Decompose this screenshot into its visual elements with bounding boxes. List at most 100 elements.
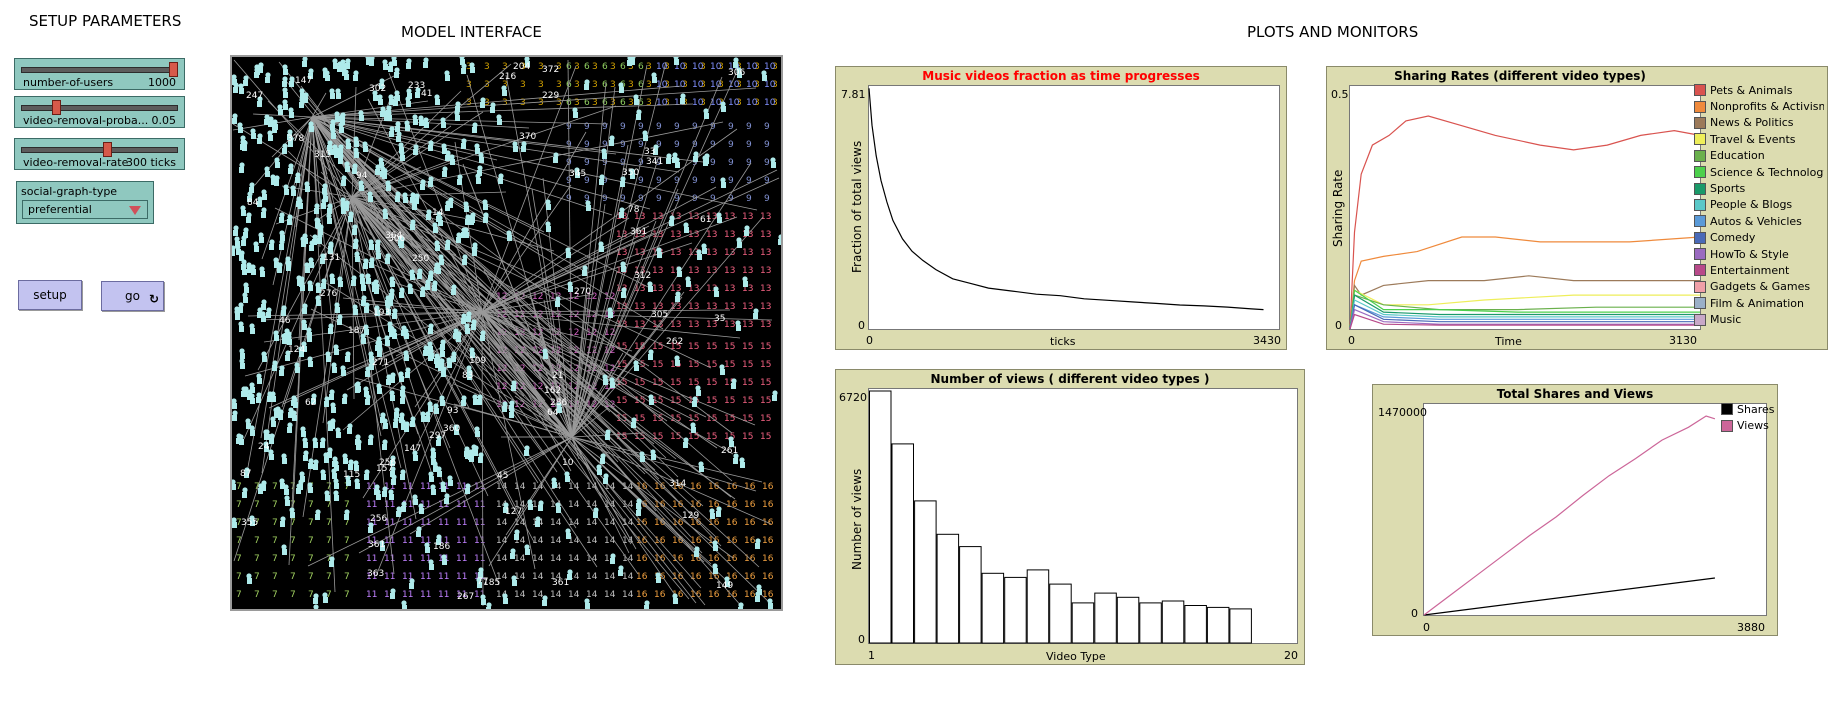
x-min-tick: 1 <box>868 649 875 662</box>
slider-number-of-users[interactable]: number-of-users 1000 <box>14 58 185 90</box>
svg-text:10: 10 <box>692 98 704 108</box>
plot-lines <box>1423 415 1716 616</box>
svg-text:12: 12 <box>568 382 579 392</box>
y-max-tick: 6720 <box>839 391 867 404</box>
svg-text:13: 13 <box>760 320 771 330</box>
svg-text:14: 14 <box>514 590 526 600</box>
svg-text:147: 147 <box>404 444 421 454</box>
legend-label: Sports <box>1710 182 1746 196</box>
legend-label: Education <box>1710 149 1765 163</box>
svg-text:3: 3 <box>628 62 634 72</box>
slider-thumb[interactable] <box>103 142 113 157</box>
svg-text:11: 11 <box>456 590 467 600</box>
legend-item: Autos & Vehicles <box>1694 213 1824 229</box>
svg-text:16: 16 <box>636 536 648 546</box>
slider-video-removal-rate[interactable]: video-removal-rate 300 ticks <box>14 138 185 170</box>
svg-text:13: 13 <box>742 248 753 258</box>
svg-text:11: 11 <box>402 536 413 546</box>
histogram-bar <box>1184 605 1207 644</box>
svg-text:16: 16 <box>762 500 774 510</box>
svg-text:14: 14 <box>550 572 562 582</box>
plot-area <box>1423 403 1767 616</box>
slider-track[interactable] <box>21 147 178 153</box>
histogram-bar <box>936 533 960 644</box>
plot-title: Sharing Rates (different video types) <box>1394 69 1646 83</box>
svg-text:13: 13 <box>670 320 681 330</box>
svg-text:361: 361 <box>630 227 647 237</box>
series-line <box>1349 115 1701 330</box>
slider-track[interactable] <box>21 105 178 111</box>
svg-text:15: 15 <box>652 414 663 424</box>
svg-text:10: 10 <box>656 62 668 72</box>
svg-text:7: 7 <box>344 536 350 546</box>
slider-thumb[interactable] <box>51 100 61 115</box>
svg-text:11: 11 <box>474 500 485 510</box>
x-min-tick: 0 <box>866 334 873 347</box>
svg-text:16: 16 <box>690 518 702 528</box>
go-button[interactable]: go ↻ <box>101 281 164 311</box>
svg-text:14: 14 <box>550 536 562 546</box>
slider-track[interactable] <box>21 67 178 73</box>
svg-text:9: 9 <box>764 122 770 132</box>
svg-text:204: 204 <box>513 62 530 72</box>
svg-text:14: 14 <box>604 572 616 582</box>
svg-text:13: 13 <box>670 302 681 312</box>
svg-text:16: 16 <box>690 572 702 582</box>
svg-text:15: 15 <box>670 414 681 424</box>
svg-text:7: 7 <box>326 500 332 510</box>
svg-text:45: 45 <box>497 471 508 481</box>
svg-text:7: 7 <box>290 518 296 528</box>
svg-text:11: 11 <box>474 536 485 546</box>
svg-text:15: 15 <box>760 360 771 370</box>
svg-text:7: 7 <box>236 500 242 510</box>
chooser-dropdown[interactable]: preferential <box>22 200 148 219</box>
svg-text:12: 12 <box>586 346 597 356</box>
svg-text:233: 233 <box>408 81 425 91</box>
svg-text:7: 7 <box>344 572 350 582</box>
svg-text:9: 9 <box>692 176 698 186</box>
series-line <box>1423 577 1715 616</box>
svg-text:13: 13 <box>688 248 699 258</box>
plot-bars <box>869 390 1252 644</box>
y-min-tick: 0 <box>1411 607 1418 620</box>
svg-text:16: 16 <box>636 590 648 600</box>
plot-title: Total Shares and Views <box>1496 387 1654 401</box>
legend-item: Film & Animation <box>1694 295 1824 311</box>
svg-text:3: 3 <box>592 98 598 108</box>
svg-text:341: 341 <box>646 157 663 167</box>
svg-text:14: 14 <box>568 590 580 600</box>
slider-thumb[interactable] <box>169 62 179 77</box>
y-axis-label: Number of views <box>850 468 864 570</box>
svg-text:6: 6 <box>638 98 644 108</box>
histogram-bar <box>1071 602 1095 644</box>
y-axis-label: Fraction of total views <box>850 140 864 273</box>
svg-text:7: 7 <box>272 572 278 582</box>
svg-text:16: 16 <box>654 482 666 492</box>
svg-text:3: 3 <box>646 62 652 72</box>
series-line <box>1349 294 1700 330</box>
setup-button[interactable]: setup <box>18 280 82 310</box>
svg-text:131: 131 <box>323 253 340 263</box>
svg-text:361: 361 <box>368 540 385 550</box>
svg-text:16: 16 <box>726 482 738 492</box>
dropdown-arrow-icon[interactable] <box>129 206 141 215</box>
svg-text:7: 7 <box>290 572 296 582</box>
slider-value: 0.05 <box>151 114 177 127</box>
svg-text:14: 14 <box>622 518 634 528</box>
svg-text:13: 13 <box>634 284 645 294</box>
svg-text:7: 7 <box>308 554 314 564</box>
svg-text:13: 13 <box>688 284 699 294</box>
histogram-bar <box>891 443 914 644</box>
svg-text:15: 15 <box>706 378 717 388</box>
slider-video-removal-probability[interactable]: video-removal-proba... 0.05 <box>14 96 185 128</box>
histogram-bar <box>1161 600 1185 644</box>
social-graph-type-chooser[interactable]: social-graph-type preferential <box>16 181 154 224</box>
svg-text:16: 16 <box>726 554 738 564</box>
svg-text:7: 7 <box>308 536 314 546</box>
svg-text:9: 9 <box>710 140 716 150</box>
svg-text:11: 11 <box>366 536 377 546</box>
svg-text:11: 11 <box>402 590 413 600</box>
histogram-bar <box>1206 606 1230 644</box>
svg-text:3: 3 <box>736 80 742 90</box>
